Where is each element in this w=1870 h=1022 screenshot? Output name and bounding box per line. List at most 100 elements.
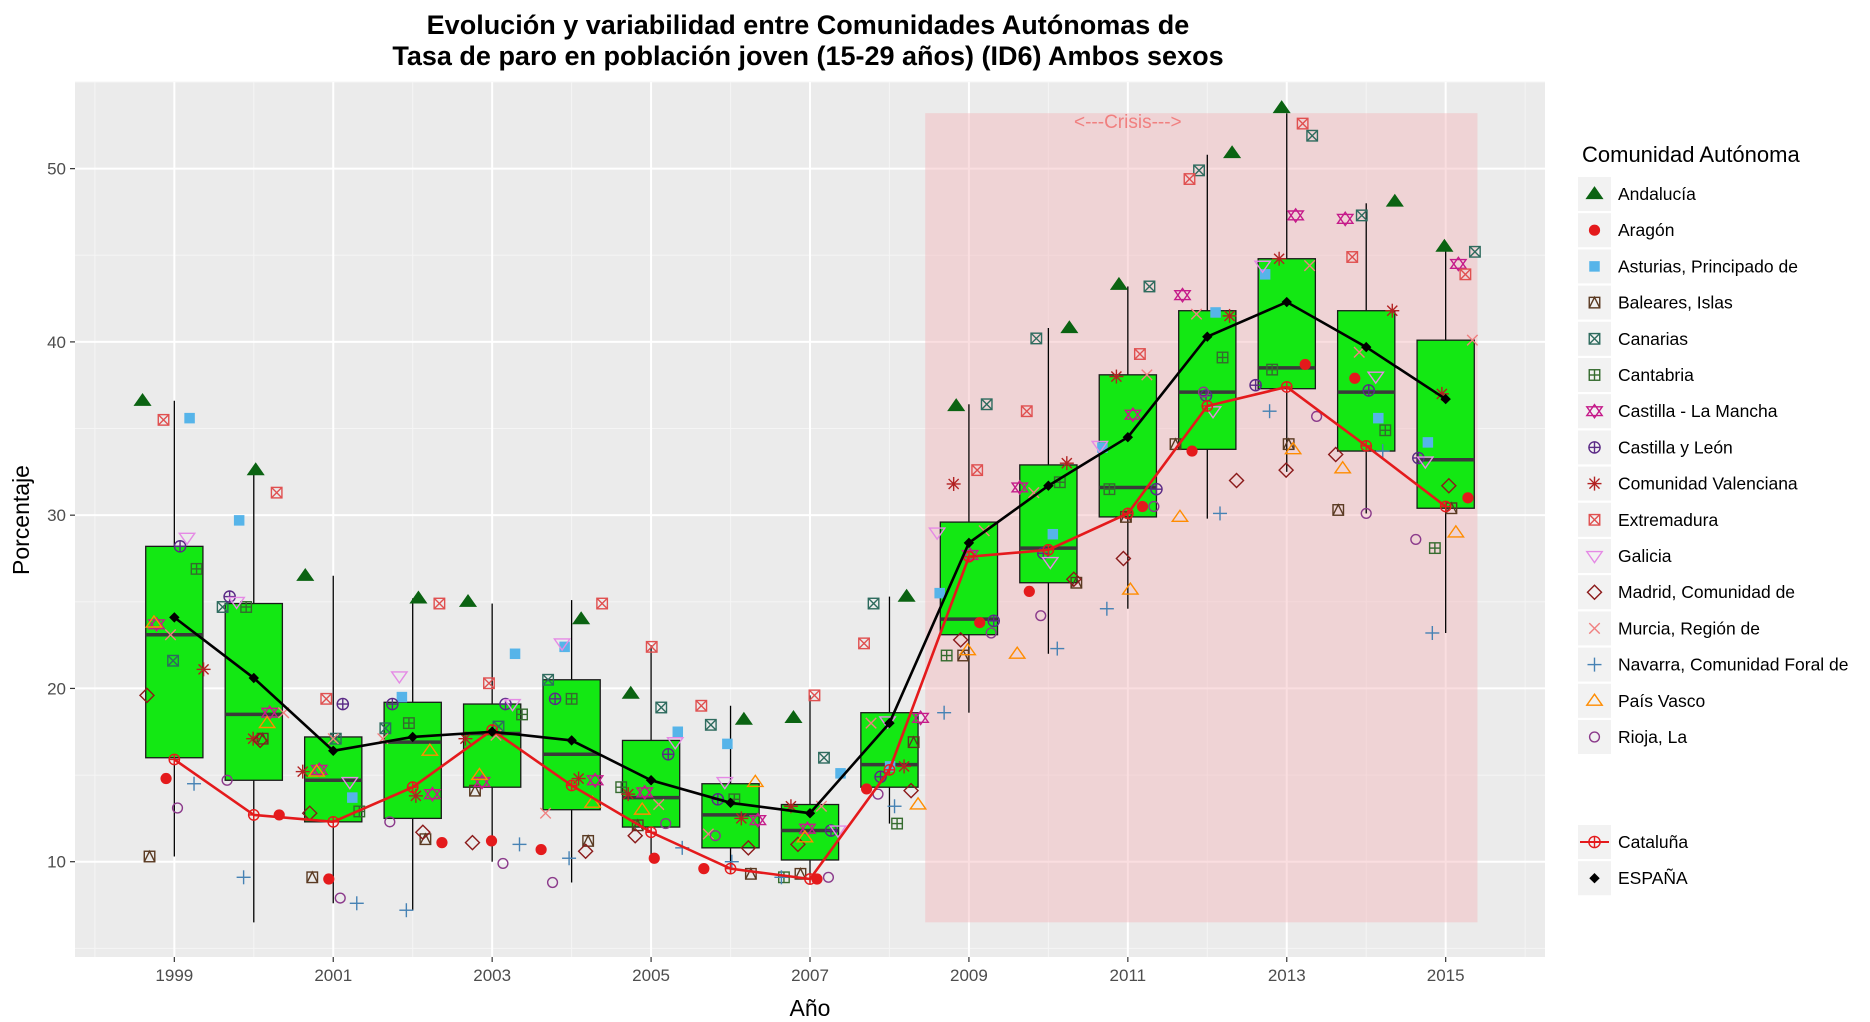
point-andaluc-a-2006 (734, 711, 753, 725)
x-tick-label: 2005 (632, 966, 670, 985)
line-point-españa (328, 745, 339, 757)
point-galicia-2003 (503, 698, 522, 712)
legend-extra: Cataluña ESPAÑA (1578, 825, 1688, 896)
chart-subtitle: Tasa de paro en población joven (15-29 a… (392, 41, 1223, 71)
line-point-cataluña (804, 873, 816, 885)
point-castilla-la-mancha-2005 (635, 784, 654, 801)
point-murcia-regi-n-de-2005 (652, 798, 665, 811)
point-arag-n-2013 (1299, 358, 1311, 371)
point-baleares-islas-1999 (143, 849, 156, 863)
point-galicia-2014 (1366, 371, 1385, 385)
line-point-cataluña (724, 862, 737, 875)
point-extremadura-2014 (1346, 251, 1359, 263)
point-baleares-islas-2006 (744, 867, 757, 880)
legend-key-5 (1588, 369, 1601, 381)
point-castilla-la-mancha-2000 (260, 704, 279, 721)
legend-label: Cantabria (1618, 365, 1694, 385)
point-asturias-principado-de-2002 (396, 691, 408, 703)
point-asturias-principado-de-2015 (1422, 437, 1434, 448)
point-cantabria-2012 (1216, 351, 1229, 364)
point-navarra-comunidad-foral-de-2003 (512, 837, 527, 852)
point-rioja-la-1999 (171, 802, 184, 814)
legend-key-15 (1588, 731, 1601, 743)
point-madrid-comunidad-de-2013 (1278, 462, 1295, 479)
x-tick-label: 2009 (950, 966, 988, 985)
x-tick-label: 2013 (1268, 966, 1306, 985)
point-asturias-principado-de-2012 (1210, 307, 1221, 318)
legend-key-bg (1578, 394, 1611, 429)
point-canarias-2013 (1306, 129, 1319, 142)
point-castilla-la-mancha-2011 (1123, 406, 1142, 423)
point-murcia-regi-n-de-2011 (1141, 369, 1153, 381)
x-tick-label: 2001 (314, 966, 352, 985)
point-galicia-1999 (177, 532, 197, 546)
legend-key-bg (1578, 575, 1611, 610)
point-castilla-y-le-n-2013 (1249, 378, 1262, 392)
legend-label: Rioja, La (1618, 727, 1687, 747)
legend: Andalucía Aragón Asturias, Principado de Ba… (1578, 177, 1849, 754)
point-asturias-principado-de-2003 (509, 648, 521, 660)
point-comunidad-valenciana-2012 (1222, 308, 1237, 323)
point-comunidad-valenciana-1999 (196, 662, 211, 677)
point-madrid-comunidad-de-2012 (1228, 472, 1245, 489)
box-whiskers (173, 113, 1447, 923)
point-pa-s-vasco-2001 (307, 763, 326, 777)
point-navarra-comunidad-foral-de-2008 (887, 799, 902, 814)
point-andaluc-a-2001 (296, 567, 315, 581)
y-tick-label: 50 (47, 160, 66, 179)
legend-label: Aragón (1618, 220, 1674, 240)
point-rioja-la-2006 (709, 830, 721, 842)
point-castilla-y-le-n-2009 (987, 614, 1001, 628)
point-arag-n-2002 (436, 837, 448, 849)
point-galicia-2001 (340, 776, 359, 790)
x-tick-label: 2015 (1427, 966, 1465, 985)
x-tick-label: 2011 (1110, 966, 1147, 985)
legend-label: Comunidad Valenciana (1618, 474, 1798, 494)
line-point-cataluña (247, 809, 260, 821)
point-murcia-regi-n-de-2004 (539, 807, 552, 819)
legend-label: Murcia, Región de (1618, 618, 1760, 638)
point-castilla-la-mancha-2008 (911, 710, 930, 726)
legend-label: Andalucía (1618, 184, 1696, 204)
point-extremadura-2001 (320, 692, 333, 705)
point-andaluc-a-2011 (1109, 276, 1128, 290)
point-pa-s-vasco-2015 (1446, 524, 1465, 538)
legend-key-14 (1585, 692, 1604, 706)
point-cantabria-2002 (402, 717, 415, 730)
point-pa-s-vasco-2006 (746, 774, 765, 788)
point-navarra-comunidad-foral-de-2011 (1099, 601, 1114, 616)
point-andaluc-a-2013 (1272, 100, 1291, 114)
point-murcia-regi-n-de-2001 (327, 732, 339, 745)
point-arag-n-2000 (273, 809, 285, 821)
point-canarias-2015 (1468, 245, 1481, 258)
point-extremadura-2004 (596, 597, 609, 610)
point-rioja-la-2010 (1035, 610, 1047, 622)
point-navarra-comunidad-foral-de-2006 (724, 854, 739, 869)
legend-key-10 (1585, 550, 1604, 564)
y-tick-label: 20 (47, 679, 66, 698)
line-point-cataluña (406, 781, 419, 794)
point-baleares-islas-2008 (907, 735, 920, 749)
legend-extra-label: Cataluña (1618, 832, 1688, 852)
point-cantabria-2008 (891, 817, 904, 830)
point-asturias-principado-de-2006 (722, 738, 733, 750)
legend-label: Asturias, Principado de (1618, 256, 1798, 276)
point-rioja-la-2005 (660, 817, 672, 830)
point-castilla-y-le-n-2007 (824, 824, 838, 837)
point-madrid-comunidad-de-2002 (414, 824, 431, 841)
point-andaluc-a-2005 (621, 685, 640, 699)
point-cantabria-2000 (240, 601, 253, 613)
point-extremadura-2005 (645, 640, 658, 653)
legend-key-13 (1587, 657, 1602, 672)
point-pa-s-vasco-2003 (470, 767, 489, 781)
point-rioja-la-2001 (334, 892, 346, 904)
x-tick-label: 2007 (791, 966, 829, 985)
point-navarra-comunidad-foral-de-2014 (1375, 444, 1390, 459)
legend-label: País Vasco (1618, 691, 1705, 711)
point-cantabria-2011 (1103, 483, 1116, 496)
point-madrid-comunidad-de-2005 (627, 827, 644, 844)
line-point-españa (248, 672, 259, 684)
point-comunidad-valenciana-2005 (621, 787, 636, 802)
point-arag-n-2009 (974, 616, 986, 629)
